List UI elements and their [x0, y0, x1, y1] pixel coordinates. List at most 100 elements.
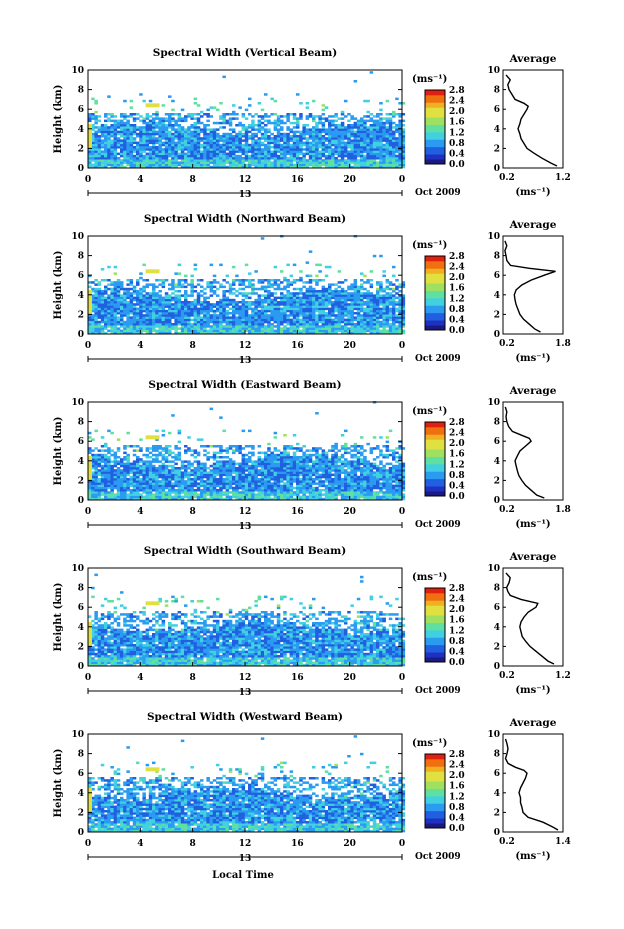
heatmap-cell [97, 471, 102, 474]
heatmap-cell [200, 331, 204, 335]
heatmap-cell [171, 146, 175, 149]
heatmap-cell [161, 124, 166, 127]
heatmap-cell [344, 132, 348, 136]
heatmap-cell [161, 104, 166, 107]
heatmap-cell [366, 320, 370, 324]
heatmap-cell [219, 301, 223, 304]
heatmap-cell [155, 124, 159, 127]
heatmap-cell [104, 161, 108, 164]
colorbar-tick-label: 2.4 [449, 263, 465, 273]
heatmap-cell [251, 139, 255, 142]
heatmap-cell [392, 113, 396, 116]
heatmap-cell [139, 480, 143, 483]
heatmap-cell [123, 451, 127, 455]
heatmap-cell [302, 292, 306, 295]
heatmap-cell [139, 165, 143, 169]
heatmap-cell [388, 154, 393, 158]
heatmap-cell [164, 303, 169, 306]
heatmap-cell [193, 150, 198, 153]
heatmap-cell [126, 453, 130, 457]
heatmap-cell [251, 285, 255, 289]
heatmap-cell [129, 137, 134, 140]
heatmap-cell [206, 146, 210, 149]
heatmap-cell [148, 327, 153, 330]
heatmap-cell [152, 309, 156, 313]
heatmap-cell [334, 307, 338, 311]
heatmap-cell [369, 320, 374, 324]
heatmap-cell [356, 152, 361, 156]
heatmap-cell [196, 104, 201, 107]
heatmap-cell [129, 139, 134, 142]
heatmap-cell [216, 318, 220, 322]
heatmap-cell [312, 128, 316, 131]
heatmap-cell [344, 161, 348, 164]
heatmap-cell [94, 279, 98, 282]
heatmap-cell [187, 316, 191, 319]
heatmap-cell [94, 489, 98, 492]
heatmap-cell [100, 491, 105, 494]
heatmap-cell [376, 318, 380, 322]
heatmap-cell [107, 146, 111, 149]
heatmap-cell [88, 115, 92, 118]
heatmap-cell [360, 119, 364, 123]
heatmap-cell [110, 307, 114, 311]
heatmap-cell [88, 150, 92, 153]
heatmap-cell [190, 146, 194, 149]
heatmap-cell [388, 130, 393, 134]
heatmap-cell [200, 305, 204, 308]
heatmap-cell [203, 141, 207, 145]
heatmap-cell [142, 323, 146, 326]
heatmap-cell [123, 303, 127, 306]
heatmap-cell [116, 491, 121, 494]
heatmap-cell [123, 312, 127, 315]
heatmap-cell [174, 318, 178, 322]
heatmap-cell [168, 431, 172, 435]
colorbar-segment [425, 149, 445, 153]
heatmap-cell [267, 119, 271, 123]
heatmap-cell [238, 305, 242, 308]
heatmap-cell [251, 128, 255, 131]
heatmap-cell [392, 159, 396, 162]
heatmap-cell [155, 285, 159, 289]
heatmap-cell [155, 438, 159, 441]
heatmap-cell [401, 148, 406, 151]
heatmap-cell [395, 309, 399, 313]
heatmap-cell [356, 309, 361, 313]
heatmap-cell [283, 307, 287, 311]
heatmap-cell [177, 484, 182, 488]
heatmap-cell [360, 323, 364, 326]
heatmap-cell [344, 294, 348, 297]
colorbar-tick-label: 2.8 [449, 252, 465, 262]
heatmap-cell [177, 283, 182, 286]
heatmap-cell [228, 137, 233, 140]
heatmap-cell [232, 314, 236, 317]
heatmap-cell [398, 323, 402, 326]
heatmap-cell [196, 279, 201, 282]
heatmap-cell [318, 263, 322, 267]
heatmap-cell [260, 298, 265, 302]
heatmap-cell [161, 478, 166, 481]
heatmap-cell [241, 323, 246, 326]
heatmap-cell [248, 150, 252, 153]
heatmap-cell [385, 146, 390, 149]
heatmap-cell [395, 327, 399, 330]
heatmap-cell [363, 161, 367, 164]
heatmap-cell [104, 327, 108, 330]
heatmap-cell [190, 115, 194, 118]
heatmap-cell [337, 294, 342, 297]
heatmap-cell [353, 157, 358, 160]
heatmap-cell [254, 150, 258, 153]
heatmap-cell [164, 298, 169, 302]
heatmap-cell [292, 281, 297, 284]
heatmap-cell [315, 163, 319, 167]
heatmap-cell [94, 491, 98, 494]
heatmap-cell [164, 301, 169, 304]
heatmap-cell [292, 130, 297, 134]
heatmap-cell [254, 305, 258, 308]
heatmap-cell [401, 165, 406, 169]
heatmap-cell [187, 113, 191, 116]
heatmap-cell [152, 165, 156, 169]
heatmap-cell [312, 329, 316, 333]
heatmap-cell [392, 325, 396, 328]
heatmap-cell [270, 294, 274, 297]
